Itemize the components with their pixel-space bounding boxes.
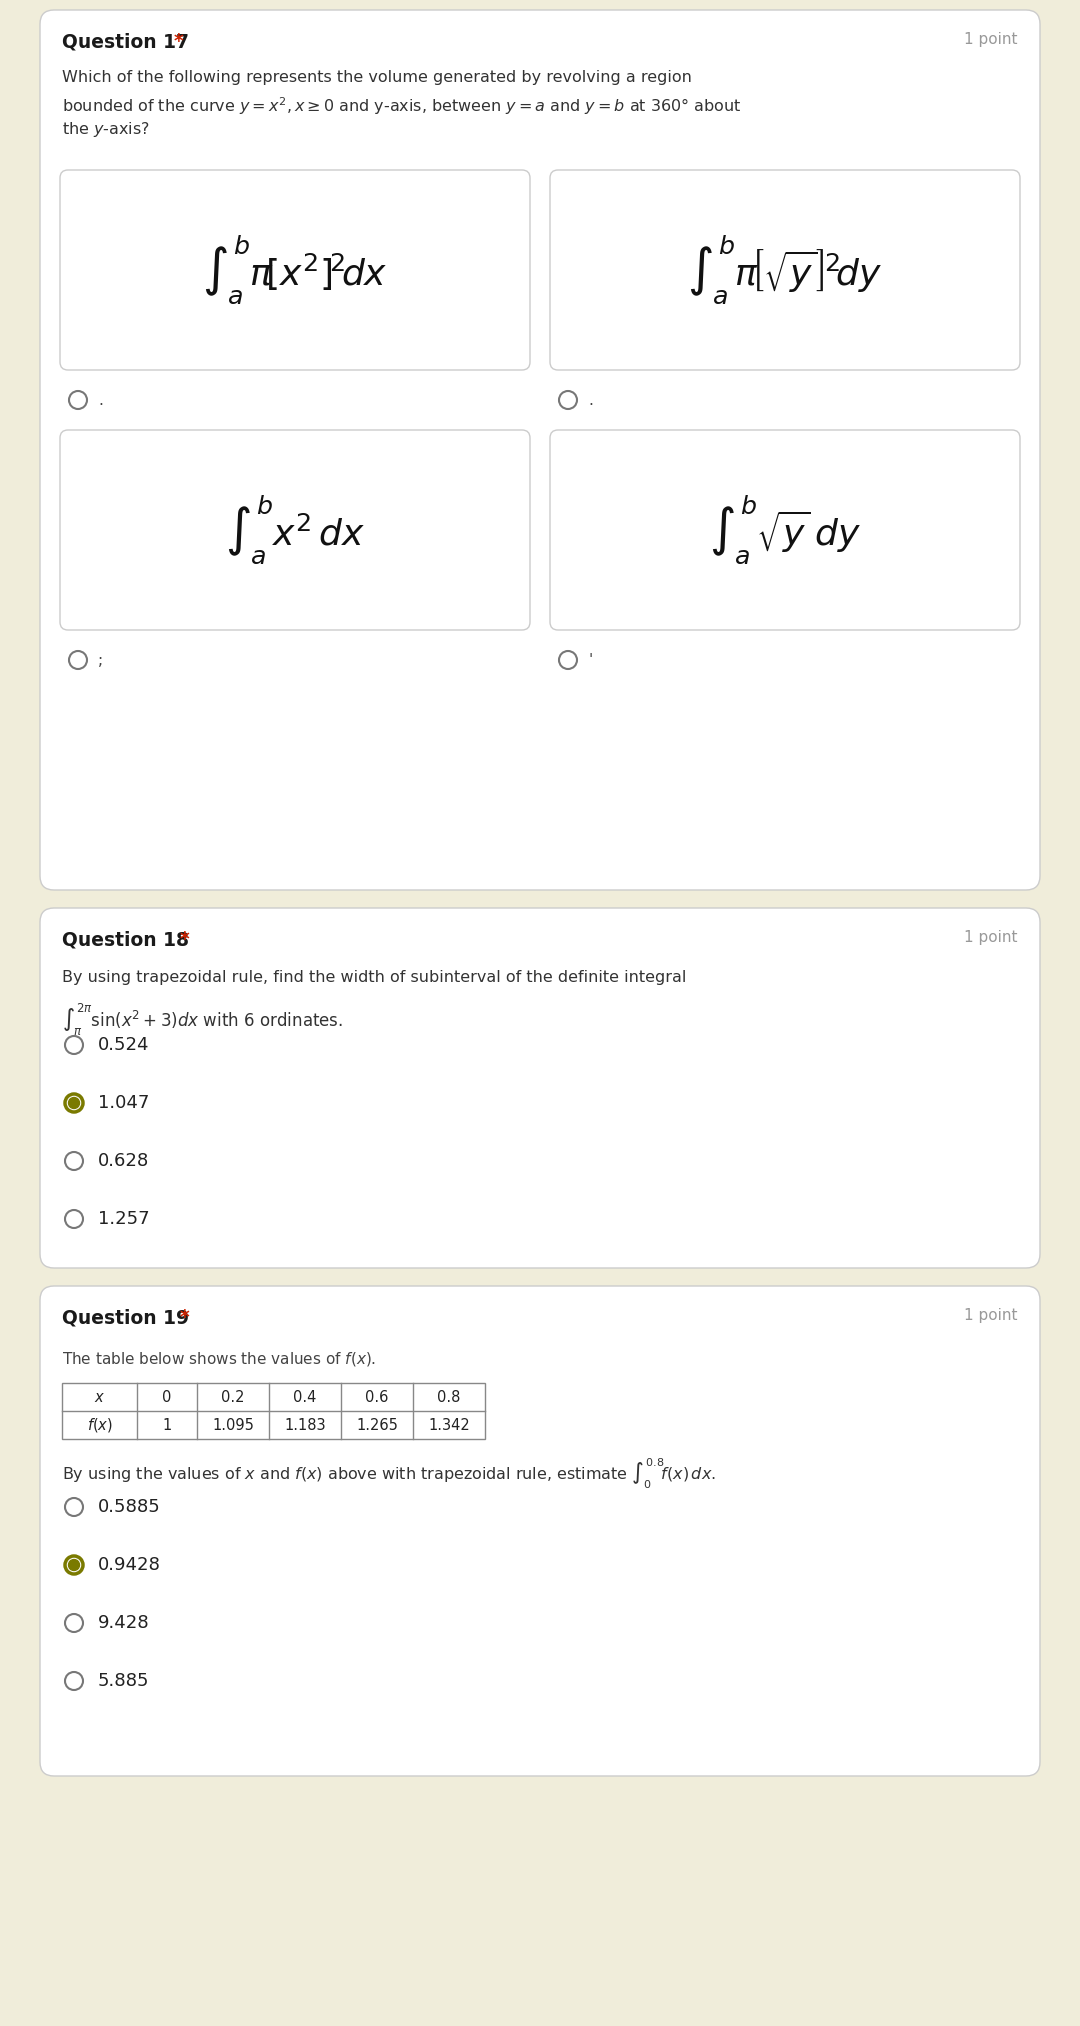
Text: 0.6: 0.6 <box>365 1390 389 1404</box>
Circle shape <box>68 1560 80 1570</box>
Text: $\int_a^b x^2\, dx$: $\int_a^b x^2\, dx$ <box>225 494 365 565</box>
Text: 0.8: 0.8 <box>437 1390 461 1404</box>
Circle shape <box>69 391 87 409</box>
Bar <box>62 1384 485 1438</box>
FancyBboxPatch shape <box>40 10 1040 889</box>
Text: Question 19: Question 19 <box>62 1309 195 1327</box>
Text: 1 point: 1 point <box>964 1309 1018 1323</box>
Text: The table below shows the values of $f(x)$.: The table below shows the values of $f(x… <box>62 1349 376 1368</box>
Text: Question 18: Question 18 <box>62 930 195 948</box>
Text: 5.885: 5.885 <box>98 1671 149 1690</box>
Text: 1 point: 1 point <box>964 930 1018 944</box>
Circle shape <box>65 1210 83 1228</box>
Text: 0.628: 0.628 <box>98 1153 149 1169</box>
Text: 0: 0 <box>162 1390 172 1404</box>
Text: $x$: $x$ <box>94 1390 105 1404</box>
Text: .: . <box>588 393 593 407</box>
Text: 1.095: 1.095 <box>212 1418 254 1432</box>
Text: 0.5885: 0.5885 <box>98 1497 161 1515</box>
Circle shape <box>559 391 577 409</box>
Text: 1.342: 1.342 <box>428 1418 470 1432</box>
Text: 1.265: 1.265 <box>356 1418 397 1432</box>
FancyBboxPatch shape <box>40 1287 1040 1777</box>
Text: $\int_a^b \sqrt{y}\, dy$: $\int_a^b \sqrt{y}\, dy$ <box>708 494 861 565</box>
Text: *: * <box>174 32 184 51</box>
Circle shape <box>65 1556 83 1574</box>
Circle shape <box>65 1094 83 1112</box>
Text: $f(x)$: $f(x)$ <box>86 1416 112 1434</box>
Text: 1: 1 <box>162 1418 172 1432</box>
FancyBboxPatch shape <box>60 170 530 371</box>
Circle shape <box>69 650 87 669</box>
Text: ': ' <box>588 652 592 667</box>
Circle shape <box>65 1094 83 1112</box>
FancyBboxPatch shape <box>60 430 530 630</box>
FancyBboxPatch shape <box>550 170 1020 371</box>
Circle shape <box>65 1556 83 1574</box>
Text: the $y$-axis?: the $y$-axis? <box>62 120 150 140</box>
Text: $\int_a^b \pi\!\left[\sqrt{y}\right]^{\!2}\! dy$: $\int_a^b \pi\!\left[\sqrt{y}\right]^{\!… <box>687 233 882 306</box>
Text: $\int_{\pi}^{2\pi}\sin\!\left(x^2+3\right)dx$ with 6 ordinates.: $\int_{\pi}^{2\pi}\sin\!\left(x^2+3\righ… <box>62 1003 343 1037</box>
Text: 0.2: 0.2 <box>221 1390 245 1404</box>
Text: Which of the following represents the volume generated by revolving a region: Which of the following represents the vo… <box>62 71 692 85</box>
Circle shape <box>65 1035 83 1054</box>
Text: ;: ; <box>98 652 103 667</box>
Text: $\int_a^b \pi\!\left[x^2\right]^{\!2}\! dx$: $\int_a^b \pi\!\left[x^2\right]^{\!2}\! … <box>202 233 388 306</box>
Circle shape <box>68 1098 80 1108</box>
Text: Question 17: Question 17 <box>62 32 195 51</box>
Circle shape <box>65 1671 83 1690</box>
Text: 0.4: 0.4 <box>294 1390 316 1404</box>
Text: 1.257: 1.257 <box>98 1210 150 1228</box>
Text: By using the values of $x$ and $f(x)$ above with trapezoidal rule, estimate $\in: By using the values of $x$ and $f(x)$ ab… <box>62 1457 716 1491</box>
Circle shape <box>65 1153 83 1169</box>
Text: By using trapezoidal rule, find the width of subinterval of the definite integra: By using trapezoidal rule, find the widt… <box>62 970 687 985</box>
Text: 1.183: 1.183 <box>284 1418 326 1432</box>
Text: 0.9428: 0.9428 <box>98 1556 161 1574</box>
Text: 0.524: 0.524 <box>98 1035 149 1054</box>
Text: 1.047: 1.047 <box>98 1094 149 1112</box>
Circle shape <box>65 1497 83 1515</box>
Text: bounded of the curve $y=x^2,x\geq 0$ and y-axis, between $y=a$ and $y=b$ at 360°: bounded of the curve $y=x^2,x\geq 0$ and… <box>62 95 742 118</box>
Text: 9.428: 9.428 <box>98 1615 150 1633</box>
Text: .: . <box>98 393 103 407</box>
FancyBboxPatch shape <box>550 430 1020 630</box>
Circle shape <box>65 1615 83 1633</box>
Text: *: * <box>180 1309 190 1327</box>
Circle shape <box>559 650 577 669</box>
Text: 1 point: 1 point <box>964 32 1018 47</box>
Text: *: * <box>180 930 190 948</box>
FancyBboxPatch shape <box>40 908 1040 1268</box>
